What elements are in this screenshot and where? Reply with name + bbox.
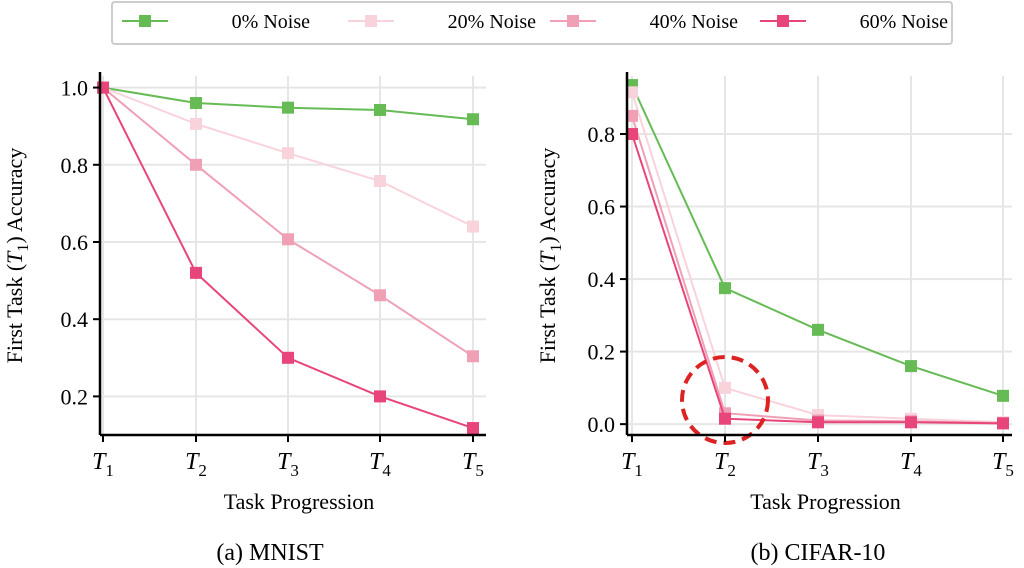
- y-tick-label: 0.6: [61, 230, 89, 255]
- y-tick-label: 0.0: [588, 412, 616, 437]
- series-60-noise: [626, 128, 1009, 430]
- x-tick-label: T3: [277, 449, 299, 480]
- x-tick-label: T5: [992, 449, 1014, 480]
- data-point: [467, 113, 479, 126]
- x-tick-label: T4: [369, 449, 391, 480]
- y-tick-label: 0.4: [588, 267, 616, 292]
- grid: [100, 76, 486, 435]
- legend-label: 60% Noise: [860, 11, 948, 33]
- data-point: [190, 117, 202, 130]
- x-tick-label: T5: [462, 449, 484, 480]
- data-point: [374, 103, 386, 116]
- data-point: [719, 412, 731, 425]
- y-tick-label: 0.8: [588, 122, 616, 147]
- highlight-circle: [680, 355, 770, 445]
- grid: [627, 76, 1012, 435]
- x-tick-label: T2: [185, 449, 207, 480]
- data-point: [282, 233, 294, 246]
- legend-item: 0% Noise: [122, 11, 310, 33]
- y-tick-label: 0.4: [61, 307, 89, 332]
- data-point: [719, 282, 731, 295]
- legend-item: 40% Noise: [550, 11, 738, 33]
- data-point: [374, 289, 386, 302]
- legend-label: 20% Noise: [448, 11, 536, 33]
- y-tick-label: 1.0: [61, 76, 89, 101]
- data-point: [282, 351, 294, 364]
- x-tick-label: T3: [807, 449, 829, 480]
- data-point: [905, 416, 917, 429]
- legend-marker: [777, 15, 789, 27]
- data-point: [282, 147, 294, 160]
- data-point: [374, 174, 386, 187]
- data-point: [374, 390, 386, 403]
- x-axis-label: Task Progression: [224, 489, 375, 514]
- data-point: [997, 417, 1009, 430]
- subfigure-caption: (b) CIFAR-10: [751, 540, 886, 566]
- y-tick-label: 0.6: [588, 195, 616, 220]
- data-point: [812, 323, 824, 336]
- legend-marker: [365, 15, 377, 27]
- x-tick-label: T2: [714, 449, 736, 480]
- legend-label: 40% Noise: [650, 11, 738, 33]
- data-point: [997, 389, 1009, 402]
- legend-item: 20% Noise: [348, 11, 536, 33]
- data-point: [467, 220, 479, 233]
- chart-panel-cifar10: 0.0 0.2 0.4 0.6 0.8 T1 T2 T3 T4 T5 Task Progressio…: [535, 72, 1014, 566]
- legend-label: 0% Noise: [232, 11, 310, 33]
- x-tick-label: T1: [92, 449, 114, 480]
- data-point: [719, 381, 731, 394]
- subfigure-caption: (a) MNIST: [216, 540, 324, 566]
- legend-frame: [111, 1, 953, 45]
- chart-panel-mnist: 0.2 0.4 0.6 0.8 1.0 T1 T2 T3 T4 T5 Task Progressio…: [2, 72, 486, 566]
- data-point: [626, 86, 638, 99]
- data-point: [626, 128, 638, 141]
- data-point: [190, 97, 202, 110]
- legend-marker: [139, 15, 151, 27]
- legend: 0% Noise 20% Noise 40% Noise 60% Noise: [111, 1, 953, 45]
- data-point: [905, 360, 917, 373]
- x-tick-label: T1: [621, 449, 643, 480]
- data-point: [282, 101, 294, 114]
- x-tick-label: T4: [900, 449, 922, 480]
- y-tick-label: 0.8: [61, 153, 89, 178]
- data-point: [812, 416, 824, 429]
- data-point: [626, 109, 638, 122]
- data-point: [467, 350, 479, 363]
- data-point: [190, 266, 202, 279]
- legend-marker: [567, 15, 579, 27]
- data-point: [190, 158, 202, 171]
- y-tick-label: 0.2: [588, 340, 616, 365]
- y-axis-label: First Task (T1) Accuracy: [535, 148, 565, 364]
- x-axis-label: Task Progression: [750, 489, 901, 514]
- data-point: [467, 422, 479, 435]
- y-tick-label: 0.2: [61, 384, 89, 409]
- y-axis-label: First Task (T1) Accuracy: [2, 148, 32, 364]
- legend-item: 60% Noise: [760, 11, 948, 33]
